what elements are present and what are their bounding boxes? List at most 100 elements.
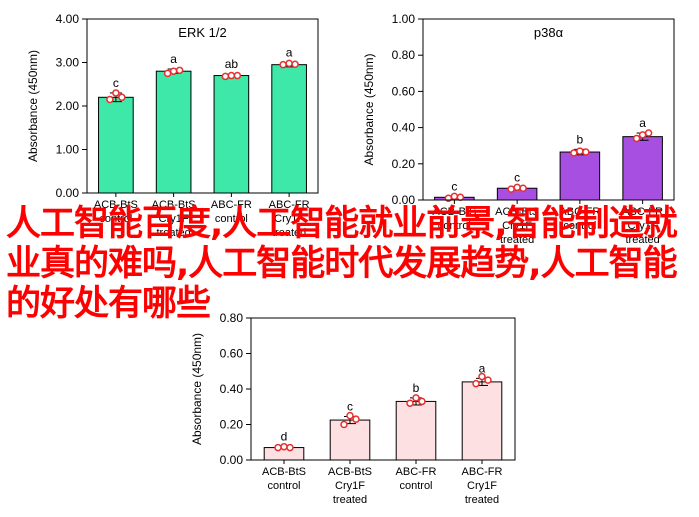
x-tick-label: ACB-BtS: [328, 466, 372, 478]
data-point: [472, 379, 480, 388]
data-point: [576, 147, 584, 155]
x-tick-label: Cry1F: [159, 213, 189, 225]
data-point: [279, 60, 287, 69]
bar: [329, 419, 371, 461]
overlay-text: 人工智能百度,人工智能就业前景,智能制造就业真的难吗,人工智能时代发展趋势,人工…: [6, 204, 678, 324]
data-point: [513, 183, 521, 192]
data-point: [406, 399, 414, 407]
y-tick-label: 1.00: [392, 12, 416, 26]
bar: [559, 151, 601, 201]
y-tick-label: 0.40: [220, 382, 244, 396]
data-point: [519, 184, 527, 192]
bar: [622, 136, 663, 201]
x-tick-label: ACB-BtS: [94, 199, 138, 211]
significance-letter: a: [170, 52, 177, 66]
data-point: [456, 193, 465, 202]
y-axis-label: Absorbance (450nm): [362, 53, 376, 165]
x-tick-label: Cry1F: [628, 220, 658, 232]
x-tick-label: control: [563, 220, 596, 232]
data-point: [570, 149, 578, 157]
x-tick-label: control: [215, 213, 248, 225]
data-point: [169, 67, 178, 75]
data-point: [507, 185, 515, 193]
y-tick-label: 0.00: [392, 193, 416, 207]
data-point: [274, 443, 282, 452]
y-tick-label: 0.00: [220, 453, 244, 467]
y-tick-label: 1.00: [56, 143, 80, 157]
significance-letter: b: [413, 381, 420, 395]
x-tick-label: ABC-FR: [622, 206, 663, 218]
plot-frame: [422, 18, 675, 201]
data-point: [291, 60, 299, 68]
y-tick-label: 0.80: [220, 311, 244, 325]
y-axis-label: Absorbance (450nm): [190, 333, 204, 445]
data-point: [412, 394, 420, 402]
data-point: [638, 131, 647, 139]
data-point: [340, 420, 348, 429]
data-point: [163, 69, 172, 78]
chart-1: c ACB-BtS control a ACB-BtS Cry1F treated ab ABC…: [26, 12, 319, 239]
x-tick-label: treated: [157, 227, 191, 239]
data-point: [118, 93, 126, 102]
bar: [98, 96, 134, 194]
x-tick-label: ABC-FR: [211, 199, 252, 211]
data-point: [175, 66, 184, 75]
data-point: [484, 376, 492, 384]
x-tick-label: treated: [500, 234, 534, 246]
significance-letter: b: [577, 132, 584, 146]
chart-3: d ACB-BtS control c ACB-BtS Cry1F treated b ABC-…: [190, 311, 516, 506]
data-point: [221, 72, 230, 81]
data-point: [644, 129, 653, 137]
x-tick-label: ACB-BtS: [495, 206, 539, 218]
x-tick-label: ABC-FR: [559, 206, 600, 218]
y-axis-label: Absorbance (450nm): [26, 50, 40, 162]
data-point: [286, 443, 294, 452]
data-point: [582, 148, 590, 156]
y-tick-label: 0.00: [56, 186, 80, 200]
data-point: [106, 95, 114, 104]
x-tick-label: treated: [333, 494, 367, 506]
y-tick-label: 0.20: [220, 418, 244, 432]
bar: [155, 70, 192, 194]
bar: [213, 75, 250, 194]
x-tick-label: Cry1F: [335, 480, 365, 492]
x-tick-label: ABC-FR: [269, 199, 310, 211]
significance-letter: a: [639, 116, 646, 130]
significance-letter: c: [451, 179, 457, 193]
data-point: [418, 397, 426, 406]
significance-letter: c: [514, 170, 520, 184]
x-tick-label: treated: [272, 227, 306, 239]
x-tick-label: Cry1F: [502, 220, 532, 232]
data-point: [478, 372, 486, 381]
y-tick-label: 0.40: [392, 121, 416, 135]
significance-letter: c: [113, 76, 119, 90]
y-tick-label: 2.00: [56, 99, 80, 113]
significance-letter: a: [479, 361, 486, 375]
significance-letter: ab: [225, 57, 239, 71]
x-tick-label: treated: [465, 494, 499, 506]
data-point: [450, 192, 459, 201]
data-point: [285, 59, 293, 68]
data-point: [112, 89, 120, 97]
data-point: [346, 411, 354, 420]
y-tick-label: 4.00: [56, 12, 80, 26]
x-tick-label: control: [99, 213, 132, 225]
y-tick-label: 0.60: [220, 347, 244, 361]
x-tick-label: ABC-FR: [462, 466, 503, 478]
x-tick-label: treated: [626, 234, 660, 246]
significance-letter: d: [281, 430, 288, 444]
y-tick-label: 0.80: [392, 48, 416, 62]
x-tick-label: Cry1F: [274, 213, 304, 225]
y-tick-label: 0.60: [392, 84, 416, 98]
x-tick-label: control: [267, 480, 300, 492]
chart-2: c ACB-BtS control c ACB-BtS Cry1F treated b ABC-…: [362, 12, 675, 246]
y-tick-label: 0.20: [392, 157, 416, 171]
x-tick-label: Cry1F: [467, 480, 497, 492]
x-tick-label: ACB-BtS: [432, 206, 476, 218]
bar: [461, 381, 503, 461]
data-point: [352, 415, 360, 423]
data-point: [227, 71, 236, 80]
x-tick-label: control: [438, 220, 471, 232]
data-point: [233, 71, 242, 80]
